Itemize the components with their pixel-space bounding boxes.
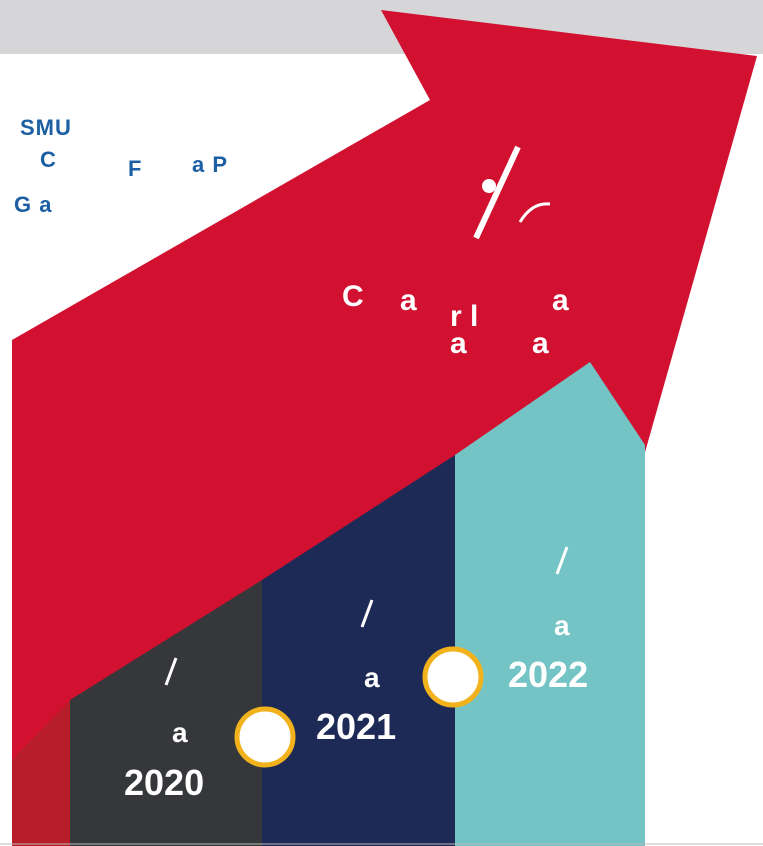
arrow-text-2: a (400, 284, 417, 317)
heading-line-2-b: F (128, 156, 143, 181)
heading-line-1: SMU (20, 115, 72, 140)
column-2021-year: 2021 (316, 706, 397, 747)
arrow-text-1: C (342, 280, 364, 313)
slash-icon (164, 546, 569, 686)
column-2021 (262, 455, 455, 846)
column-2020 (70, 580, 262, 846)
arrow-text-4: a (552, 284, 569, 317)
heading-line-3: G a (14, 192, 53, 217)
heading-line-2-a: C (40, 147, 57, 172)
heading-line-2-c: a P (192, 152, 229, 177)
arrow-text-5: a (450, 327, 467, 360)
column-2022 (455, 362, 645, 846)
column-2022-unit: a (554, 610, 570, 641)
column-2020-unit: a (172, 717, 188, 748)
milestone-circle-icon (234, 706, 296, 768)
arrow-shadow-left (12, 700, 70, 846)
slash-icon (473, 145, 551, 240)
milestone-circle-icon (422, 646, 484, 708)
column-2020-year: 2020 (124, 762, 205, 803)
column-2022-year: 2022 (508, 654, 589, 695)
arrow-text-6: a (532, 327, 549, 360)
arrow-text-3: r l (450, 300, 479, 333)
column-2021-unit: a (364, 662, 380, 693)
